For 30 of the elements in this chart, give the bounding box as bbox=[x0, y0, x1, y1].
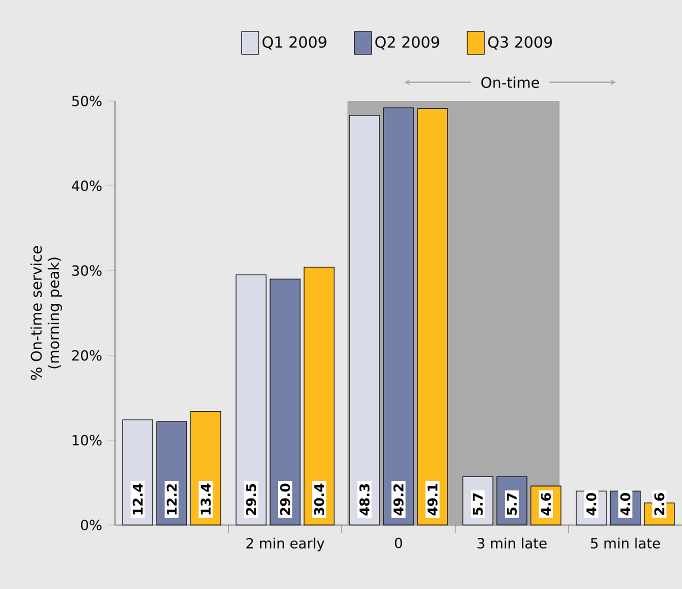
legend-label: Q1 2009 bbox=[262, 36, 326, 50]
data-label: 30.4 bbox=[314, 484, 324, 516]
data-label: 49.2 bbox=[393, 484, 404, 516]
legend-label: Q3 2009 bbox=[488, 36, 552, 50]
data-label: 4.6 bbox=[540, 493, 551, 516]
y-tick-label: 10% bbox=[72, 434, 102, 446]
y-axis-title: % On-time service (morning peak) bbox=[30, 246, 62, 380]
data-label: 29.5 bbox=[246, 484, 256, 515]
y-tick-label: 30% bbox=[72, 265, 102, 276]
data-label: 4.0 bbox=[586, 492, 596, 516]
y-tick-label: 50% bbox=[72, 96, 102, 106]
data-label: 29.0 bbox=[280, 484, 290, 515]
data-label: 12.2 bbox=[166, 484, 177, 514]
data-label: 5.7 bbox=[506, 493, 517, 515]
data-label: 5.7 bbox=[472, 493, 483, 515]
y-tick-label: 20% bbox=[72, 350, 102, 361]
y-tick-label: 0% bbox=[81, 520, 102, 530]
data-label: 13.4 bbox=[200, 484, 211, 514]
legend-label: Q2 2009 bbox=[375, 36, 440, 50]
data-label: 48.3 bbox=[359, 484, 370, 516]
x-tick-label: 0 bbox=[394, 538, 402, 548]
x-tick-label: 5 min late bbox=[590, 538, 660, 549]
y-tick-label: 40% bbox=[72, 180, 102, 192]
x-tick-label: 2 min early bbox=[246, 538, 324, 552]
legend-label: On-time bbox=[481, 76, 540, 88]
data-label: 49.1 bbox=[427, 484, 438, 516]
data-label: 12.4 bbox=[132, 484, 143, 514]
data-label: 4.0 bbox=[620, 492, 630, 516]
data-label: 2.6 bbox=[654, 493, 664, 515]
x-tick-label: 3 min late bbox=[478, 538, 547, 549]
